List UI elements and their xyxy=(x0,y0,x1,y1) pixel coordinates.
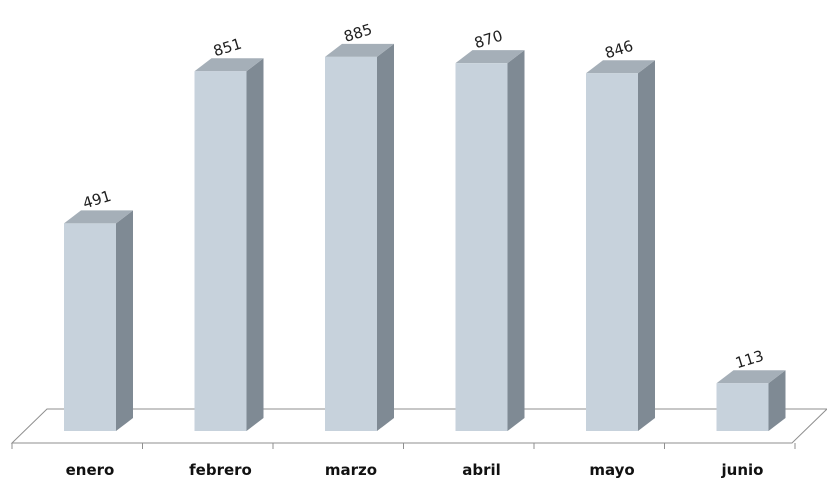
value-label: 870 xyxy=(472,27,505,53)
bar-front-face xyxy=(325,56,377,432)
category-label: enero xyxy=(66,461,115,479)
chart-floor xyxy=(10,408,827,449)
value-label: 113 xyxy=(733,347,766,373)
bar-side-face xyxy=(768,370,786,431)
bar-side-face xyxy=(507,50,525,431)
value-labels-group: 491 851 885 870 846 113 xyxy=(81,20,766,372)
bar-top-face xyxy=(194,58,264,72)
value-label: 491 xyxy=(81,187,114,213)
bar-front-face xyxy=(455,63,508,431)
value-label: 885 xyxy=(342,20,375,46)
value-label: 851 xyxy=(211,35,244,61)
bar-front-face xyxy=(64,223,116,431)
category-label: mayo xyxy=(589,461,634,479)
category-label: marzo xyxy=(325,461,377,479)
bar-junio xyxy=(716,370,786,431)
bar-mayo xyxy=(586,60,655,432)
value-label: 846 xyxy=(603,37,636,63)
bar-side-face xyxy=(638,60,655,432)
bar-front-face xyxy=(716,383,769,431)
bar-side-face xyxy=(116,210,133,431)
bar-top-face xyxy=(64,210,133,224)
bar-enero xyxy=(64,210,133,431)
bar-side-face xyxy=(377,43,394,432)
bar-side-face xyxy=(246,58,264,431)
bar-top-face xyxy=(325,43,394,57)
bar-abril xyxy=(455,50,525,431)
bar-marzo xyxy=(325,43,394,432)
bar-top-face xyxy=(586,60,655,74)
bar-front-face xyxy=(586,73,638,431)
bar-front-face xyxy=(194,71,247,431)
category-label: junio xyxy=(721,461,764,479)
category-labels-group: enero febrero marzo abril mayo junio xyxy=(66,461,764,479)
category-label: abril xyxy=(462,461,501,479)
bar-febrero xyxy=(194,58,264,431)
bar-top-face xyxy=(716,370,786,384)
bar-top-face xyxy=(455,50,525,64)
floor-plane xyxy=(10,408,827,444)
bars-group xyxy=(64,43,786,432)
category-label: febrero xyxy=(189,461,252,479)
